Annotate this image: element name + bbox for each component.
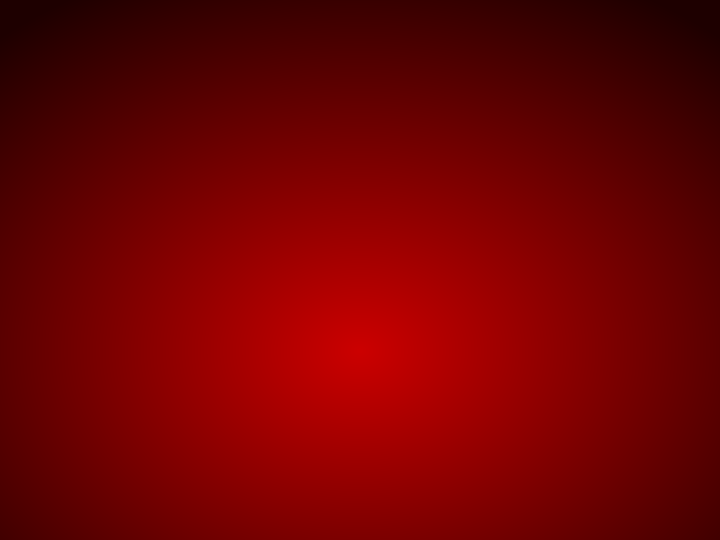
Bar xyxy=(135,319,317,387)
Text: Odd Prime Number (table4): Odd Prime Number (table4) xyxy=(120,98,618,132)
Bar xyxy=(317,250,475,319)
Text: used: used xyxy=(482,198,526,217)
Text: 4,16: 4,16 xyxy=(324,404,364,422)
Bar xyxy=(475,181,615,250)
Text: Minterms: Minterms xyxy=(141,198,225,217)
Bar xyxy=(317,319,475,387)
Text: 3,7,19,23: 3,7,19,23 xyxy=(141,404,228,422)
Bar xyxy=(475,250,615,319)
Bar xyxy=(317,181,475,250)
Bar xyxy=(317,387,475,456)
Text: 1,3,17,19: 1,3,17,19 xyxy=(141,335,228,354)
Bar xyxy=(135,250,317,319)
Text: 2,4: 2,4 xyxy=(324,267,353,285)
Bar xyxy=(475,319,615,387)
Text: Variable removed: Variable removed xyxy=(324,198,483,217)
Bar xyxy=(475,387,615,456)
Bar xyxy=(135,181,317,250)
Text: 1,3,5,7: 1,3,5,7 xyxy=(141,267,204,285)
Bar xyxy=(135,387,317,456)
Text: 2,16: 2,16 xyxy=(324,335,364,354)
